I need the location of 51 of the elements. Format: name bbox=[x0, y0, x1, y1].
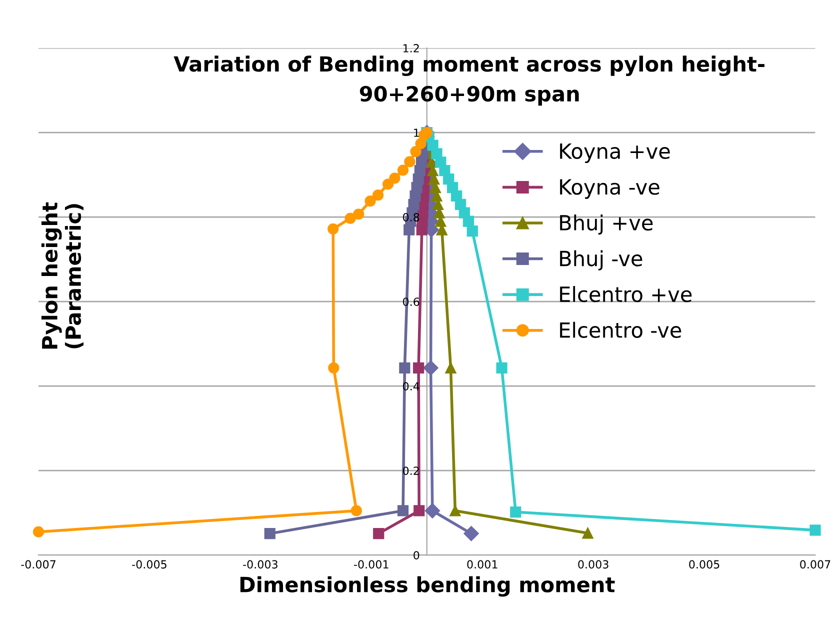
point bbox=[32, 526, 44, 538]
point bbox=[344, 212, 356, 224]
point bbox=[510, 506, 522, 518]
point bbox=[450, 505, 461, 516]
legend-label: Koyna -ve bbox=[560, 179, 660, 199]
point bbox=[382, 178, 394, 190]
point bbox=[399, 362, 410, 374]
x-tick-label: -0.001 bbox=[354, 560, 388, 569]
y-tick-label: 1 bbox=[414, 128, 419, 137]
x-tick-label: 0.007 bbox=[800, 560, 830, 569]
point bbox=[404, 156, 416, 168]
legend-label: Bhuj +ve bbox=[560, 214, 653, 235]
point bbox=[410, 146, 422, 158]
point bbox=[389, 172, 400, 184]
point bbox=[264, 528, 276, 540]
point bbox=[397, 164, 409, 176]
x-axis-title: Dimensionless bending moment bbox=[240, 576, 615, 597]
legend-label: Koyna +ve bbox=[560, 144, 670, 164]
point bbox=[397, 505, 409, 516]
point bbox=[464, 526, 479, 542]
point bbox=[373, 528, 384, 540]
x-tick-label: -0.007 bbox=[21, 560, 56, 569]
point bbox=[496, 362, 508, 374]
y-tick-label: 1.2 bbox=[403, 44, 419, 52]
point bbox=[466, 225, 478, 237]
x-tick-label: 0.005 bbox=[689, 560, 720, 569]
legend-label: Elcentro +ve bbox=[560, 286, 692, 302]
x-tick-label: 0.003 bbox=[578, 560, 608, 569]
point bbox=[424, 503, 440, 518]
x-tick-label: -0.005 bbox=[132, 560, 166, 569]
y-tick-label: 0.8 bbox=[402, 213, 420, 222]
x-tick-label: 0.001 bbox=[467, 560, 498, 569]
text: Variation of Bending moment across pylon height- 90+260+90m span bbox=[174, 56, 764, 106]
point bbox=[810, 524, 821, 536]
point bbox=[582, 528, 594, 539]
legend-label: Elcentro -ve bbox=[560, 322, 682, 338]
point bbox=[364, 195, 376, 207]
y-axis-title: Pylon height (Parametric) bbox=[41, 202, 84, 349]
point bbox=[328, 223, 339, 234]
point bbox=[350, 505, 362, 516]
x-tick-label: -0.003 bbox=[243, 560, 278, 569]
point bbox=[415, 138, 426, 150]
y-tick-label: 0 bbox=[414, 551, 420, 560]
point bbox=[445, 362, 456, 374]
point bbox=[353, 208, 364, 220]
point bbox=[372, 190, 384, 201]
point bbox=[423, 360, 438, 376]
point bbox=[412, 362, 424, 374]
point bbox=[328, 362, 340, 374]
legend-label: Bhuj -ve bbox=[560, 250, 642, 270]
point bbox=[414, 505, 425, 516]
